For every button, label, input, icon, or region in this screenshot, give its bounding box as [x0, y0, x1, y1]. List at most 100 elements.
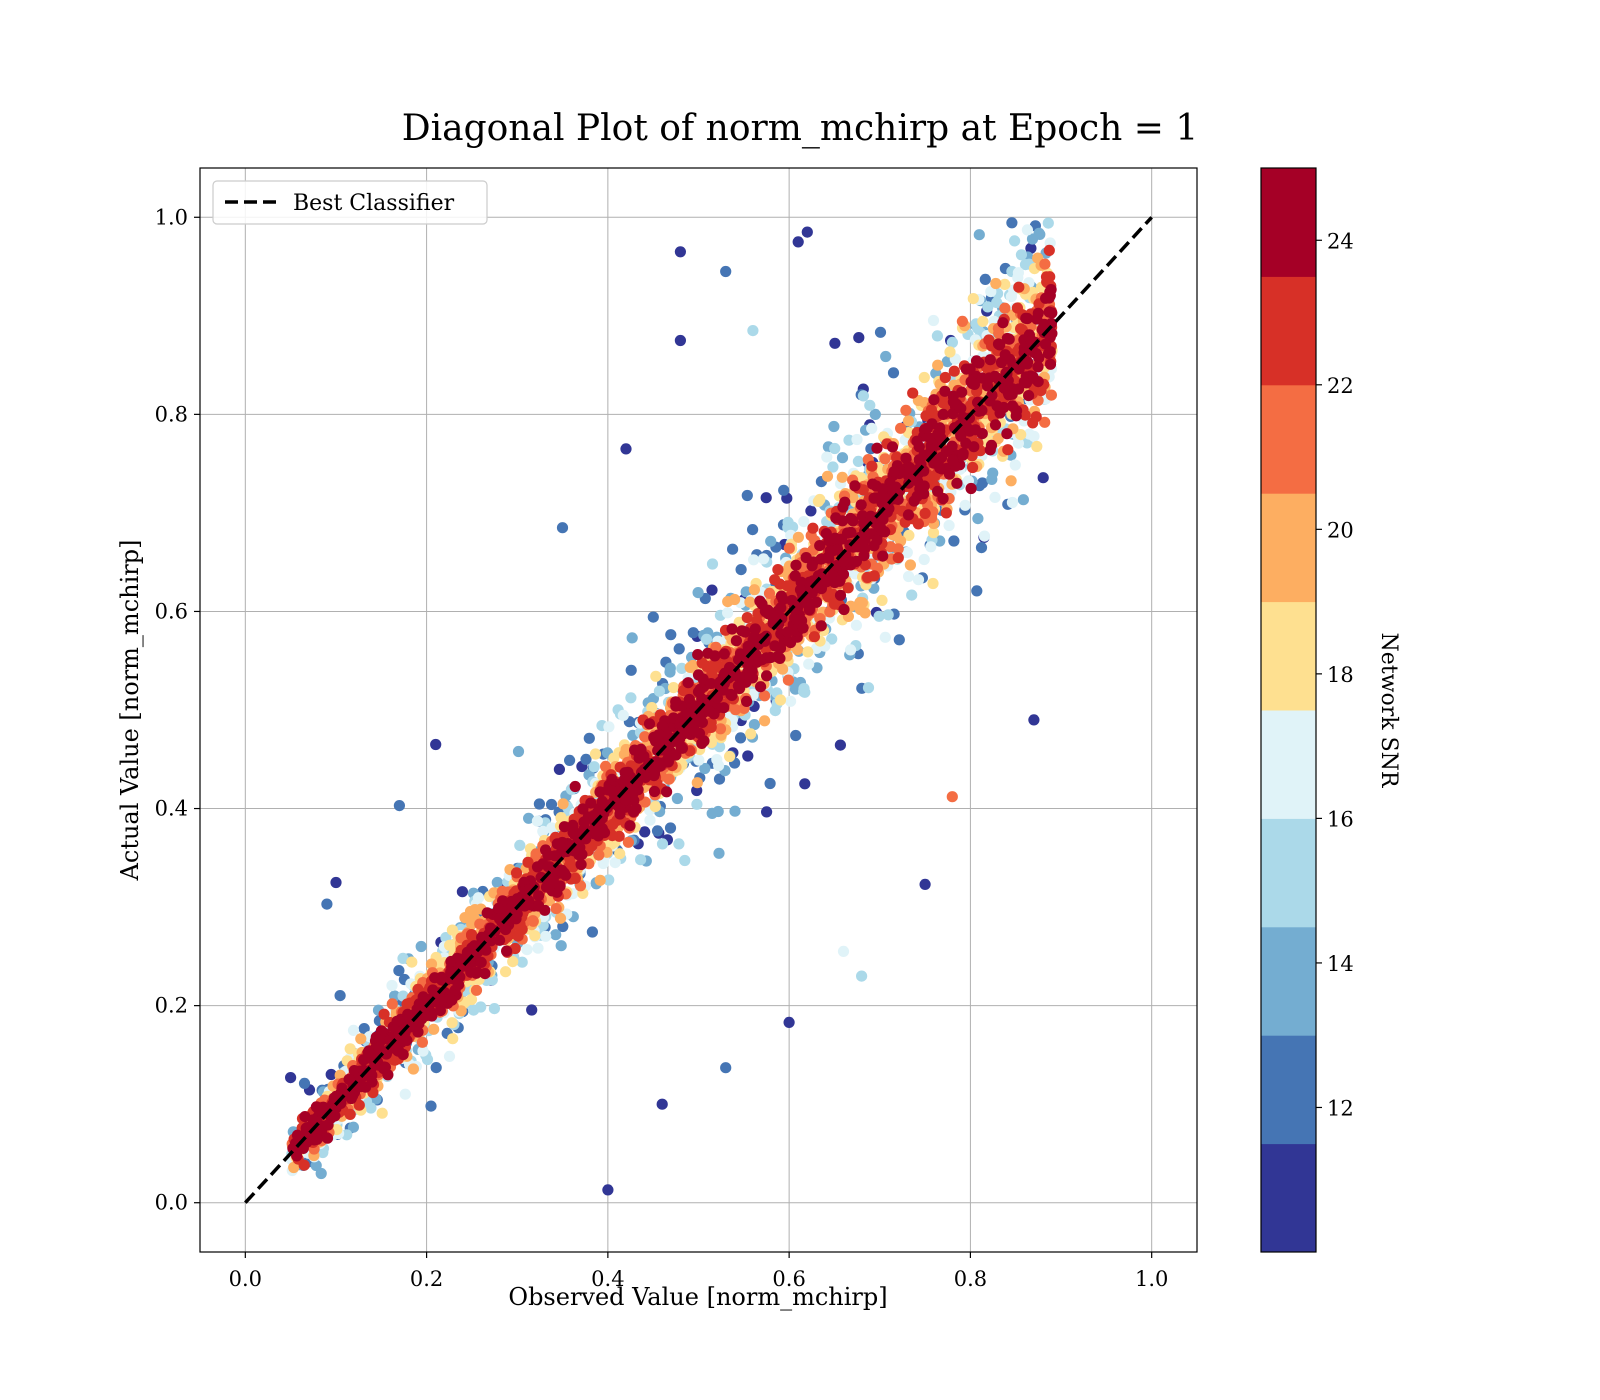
scatter-point: [820, 528, 832, 540]
scatter-point: [653, 685, 666, 697]
scatter-point: [842, 582, 854, 594]
scatter-point: [397, 952, 409, 965]
scatter-point: [699, 762, 711, 775]
scatter-point: [965, 482, 977, 495]
scatter-point: [1009, 459, 1021, 471]
scatter-point: [580, 753, 592, 766]
scatter-point: [755, 681, 767, 693]
scatter-point: [1006, 496, 1019, 509]
scatter-point: [603, 874, 615, 886]
scatter-point: [673, 733, 686, 746]
scatter-point: [1006, 217, 1018, 229]
scatter-point: [650, 670, 662, 682]
chart-title: Diagonal Plot of norm_mchirp at Epoch = …: [402, 108, 1199, 149]
scatter-point: [892, 552, 904, 564]
scatter-point: [864, 399, 876, 411]
scatter-point: [630, 803, 642, 815]
scatter-point: [656, 838, 669, 850]
scatter-point: [946, 336, 959, 348]
scatter-point: [646, 702, 658, 714]
scatter-point: [651, 825, 664, 837]
scatter-point: [706, 667, 718, 680]
scatter-point: [836, 452, 849, 464]
scatter-point: [733, 682, 746, 695]
scatter-point: [667, 682, 680, 694]
scatter-point: [764, 777, 776, 790]
scatter-point: [564, 754, 576, 767]
scatter-point: [956, 386, 968, 398]
scatter-point: [987, 467, 999, 479]
scatter-point: [713, 760, 725, 772]
scatter-point: [1043, 244, 1055, 256]
scatter-point: [829, 442, 841, 455]
scatter-point: [973, 229, 985, 241]
scatter-point: [475, 956, 487, 969]
scatter-point: [643, 718, 656, 730]
scatter-point: [853, 332, 865, 344]
scatter-point: [625, 692, 637, 704]
scatter-point: [747, 524, 759, 536]
scatter-point: [1005, 475, 1017, 487]
scatter-point: [754, 595, 766, 607]
scatter-point: [821, 470, 834, 482]
scatter-point: [888, 466, 900, 478]
scatter-point: [799, 778, 811, 790]
scatter-point: [759, 690, 771, 702]
scatter-point: [526, 1004, 538, 1016]
scatter-point: [994, 407, 1006, 419]
scatter-point: [748, 554, 760, 566]
scatter-point: [1015, 249, 1027, 261]
scatter-point: [430, 738, 442, 751]
scatter-point: [735, 732, 747, 744]
scatter-point: [747, 325, 759, 337]
scatter-point: [937, 408, 949, 420]
scatter-point: [714, 723, 727, 735]
scatter-point: [748, 584, 761, 596]
scatter-point: [834, 739, 847, 751]
scatter-point: [799, 686, 811, 698]
scatter-point: [757, 553, 770, 565]
scatter-point: [647, 611, 659, 623]
scatter-point: [537, 825, 549, 837]
scatter-point: [944, 346, 956, 358]
scatter-point: [430, 1062, 442, 1074]
scatter-point: [838, 603, 850, 616]
scatter-point: [407, 1063, 419, 1075]
scatter-point: [781, 580, 794, 592]
scatter-point: [978, 530, 991, 542]
scatter-point: [869, 408, 881, 420]
scatter-point: [514, 839, 526, 852]
scatter-point: [1031, 440, 1043, 453]
scatter-point: [415, 940, 427, 953]
scatter-point: [803, 658, 815, 670]
scatter-point: [1023, 428, 1035, 440]
scatter-point: [575, 858, 587, 871]
scatter-point: [603, 721, 615, 733]
scatter-point: [649, 801, 661, 813]
scatter-point: [1013, 281, 1025, 293]
scatter-point: [741, 695, 753, 708]
scatter-point: [625, 664, 637, 676]
scatter-point: [991, 297, 1003, 309]
scatter-point: [648, 785, 661, 798]
scatter-point: [761, 670, 773, 682]
scatter-point: [447, 1033, 459, 1045]
scatter-point: [656, 1098, 668, 1110]
scatter-point: [682, 677, 694, 689]
scatter-point: [927, 527, 940, 539]
scatter-point: [661, 786, 673, 798]
scatter-point: [509, 942, 521, 955]
scatter-point: [325, 1068, 337, 1081]
scatter-point: [999, 302, 1011, 314]
scatter-point: [412, 1026, 424, 1038]
scatter-point: [946, 791, 958, 803]
scatter-point: [639, 826, 651, 838]
scatter-point: [893, 634, 905, 646]
scatter-point: [554, 912, 567, 924]
scatter-point: [569, 872, 581, 885]
scatter-point: [821, 451, 833, 463]
scatter-point: [808, 631, 821, 643]
scatter-point: [673, 838, 685, 850]
scatter-point: [501, 945, 513, 957]
